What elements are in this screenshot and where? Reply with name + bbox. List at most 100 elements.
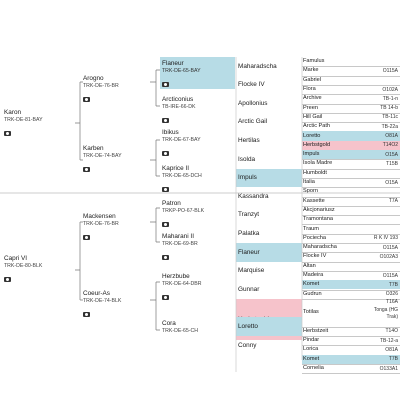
registration-number: O115A: [382, 67, 398, 74]
gen5-horse[interactable]: Kassette T7A: [302, 197, 400, 206]
horse-name: Karben: [83, 145, 104, 152]
gen2-horse[interactable]: Karben TRK-DE-74-BAY: [83, 145, 155, 173]
horse-name: Karon: [4, 109, 22, 116]
gen5-horse[interactable]: Loretto O81A: [302, 131, 400, 141]
gen5-horse[interactable]: Cornelia O133A1: [302, 364, 400, 373]
registration-number: T16A Tonga (HG Trak): [373, 299, 398, 321]
gen5-horse[interactable]: Flocke IV O102A3: [302, 252, 400, 261]
camera-icon[interactable]: [162, 81, 169, 87]
horse-name: Hill Gail: [303, 113, 323, 120]
camera-icon[interactable]: [4, 130, 11, 136]
gen4-horse[interactable]: Tranzyt: [236, 206, 302, 225]
horse-name: Mackensen: [83, 213, 116, 220]
gen5-horse[interactable]: Isola Madre T15B: [302, 159, 400, 168]
camera-icon[interactable]: [162, 117, 169, 123]
camera-icon[interactable]: [162, 221, 169, 227]
horse-name: Arctic Gail: [238, 118, 268, 126]
camera-icon[interactable]: [4, 276, 11, 282]
gen5-horse[interactable]: Arctic Path TB-22a: [302, 122, 400, 131]
gen4-horse[interactable]: Apollonius: [236, 94, 302, 113]
gen4-horse[interactable]: Conny: [236, 336, 302, 355]
gen5-horse[interactable]: Traum: [302, 224, 400, 233]
registration-number: TB-12-a: [379, 337, 398, 344]
horse-name: Italia: [303, 179, 315, 186]
gen5-horse[interactable]: Herbstzeit T14O: [302, 327, 400, 336]
horse-name: Loretto: [303, 132, 321, 139]
gen3-horse[interactable]: Kaprice II TRK-DE-65-DCH: [160, 162, 235, 194]
gen4-horse[interactable]: Flaneur: [236, 243, 302, 262]
gen5-horse[interactable]: Sporn: [302, 187, 400, 196]
horse-name: Flaneur: [238, 248, 260, 256]
horse-name: Gabriel: [303, 76, 322, 83]
row-divider: [302, 289, 400, 291]
gen4-horse[interactable]: Palatka: [236, 224, 302, 243]
gen1-dam[interactable]: Capri VI TRK-DE-80-BLK: [4, 255, 74, 283]
camera-icon[interactable]: [162, 150, 169, 156]
gen5-horse[interactable]: Herbstgold T14O2: [302, 140, 400, 150]
gen3-horse[interactable]: Maharani II TRK-DE-69-BR: [160, 230, 235, 262]
gen4-horse[interactable]: Arctic Gail: [236, 113, 302, 132]
gen5-horse[interactable]: Altan: [302, 262, 400, 271]
gen5-horse[interactable]: Impuls O15A: [302, 150, 400, 160]
gen4-horse[interactable]: Isolda: [236, 150, 302, 169]
gen3-horse[interactable]: Cora TRK-DE-65-CH: [160, 317, 235, 349]
gen5-horse[interactable]: Gudrun O326: [302, 290, 400, 299]
gen5-horse[interactable]: Gabriel: [302, 76, 400, 85]
gen1-sire[interactable]: Karon TRK-DE-81-BAY: [4, 109, 74, 137]
gen4-horse[interactable]: Marquise: [236, 262, 302, 281]
camera-icon[interactable]: [162, 294, 169, 300]
horse-name: Isolda: [238, 155, 256, 163]
gen3-horse[interactable]: Herzbube TRK-DE-64-DBR: [160, 270, 235, 302]
camera-icon[interactable]: [83, 166, 90, 172]
camera-icon[interactable]: [162, 254, 169, 260]
gen2-horse[interactable]: Arogno TRK-DE-76-BR: [83, 75, 155, 103]
row-divider: [302, 187, 400, 189]
camera-icon[interactable]: [83, 311, 90, 317]
row-divider: [302, 159, 400, 161]
gen5-horse[interactable]: Humboldt: [302, 169, 400, 178]
gen5-horse[interactable]: Pociecha R K IV 193: [302, 234, 400, 243]
gen5-horse[interactable]: Hill Gail TB-11c: [302, 113, 400, 122]
gen5-horse[interactable]: Marke O115A: [302, 66, 400, 75]
row-divider: [302, 196, 400, 198]
gen4-horse[interactable]: Impuls: [236, 168, 302, 188]
gen5-horse[interactable]: Preen TB 14-b: [302, 104, 400, 113]
registration-number: O102A: [382, 86, 398, 93]
gen2-horse[interactable]: Coeur-As TRK-DE-74-BLK: [83, 290, 155, 318]
camera-icon[interactable]: [162, 186, 169, 192]
gen5-horse[interactable]: Totilas T16A Tonga (HG Trak): [302, 299, 400, 327]
gen4-horse[interactable]: Loretto: [236, 317, 302, 336]
gen5-horse[interactable]: Lorica O81A: [302, 345, 400, 354]
horse-name: Herzbube: [162, 273, 190, 280]
registration-number: T7B: [388, 356, 398, 363]
horse-name: Patron: [162, 200, 181, 207]
gen4-horse[interactable]: Hertilas: [236, 131, 302, 150]
gen4-horse[interactable]: Kassandra: [236, 187, 302, 206]
gen5-horse[interactable]: Pindar TB-12-a: [302, 336, 400, 345]
gen3-horse[interactable]: Arcticonius TB-IRE-66-DK: [160, 93, 235, 125]
gen5-horse[interactable]: Komet T7B: [302, 280, 400, 290]
gen3-horse[interactable]: Ibikus TRK-DE-67-BAY: [160, 126, 235, 158]
gen5-horse[interactable]: Maharadscha O115A: [302, 243, 400, 252]
gen4-horse[interactable]: Maharadscha: [236, 57, 302, 76]
gen5-horse[interactable]: Tramontana: [302, 215, 400, 224]
gen4-horse[interactable]: Flocke IV: [236, 76, 302, 95]
horse-name: Isola Madre: [303, 160, 333, 167]
gen2-horse[interactable]: Mackensen TRK-DE-76-BR: [83, 213, 155, 241]
gen5-horse[interactable]: Komet T7B: [302, 354, 400, 364]
gen3-horse[interactable]: Flaneur TRK-DE-65-BAY: [160, 57, 235, 89]
horse-name: Flocke IV: [303, 253, 327, 260]
camera-icon[interactable]: [83, 96, 90, 102]
camera-icon[interactable]: [83, 234, 90, 240]
gen5-horse[interactable]: Flora O102A: [302, 85, 400, 94]
row-divider: [302, 233, 400, 235]
registration-number: TB-IRE-66-DK: [162, 103, 196, 110]
gen5-horse[interactable]: Madeira O115A: [302, 271, 400, 280]
gen3-horse[interactable]: Patron TRKP-PO-67-BLK: [160, 197, 235, 229]
gen5-horse[interactable]: Akcjonariusz: [302, 206, 400, 215]
gen5-horse[interactable]: Archive TB-1-n: [302, 94, 400, 103]
gen4-horse[interactable]: Gunnar: [236, 280, 302, 299]
gen5-horse[interactable]: Italia O15A: [302, 178, 400, 187]
gen5-horse[interactable]: Famulus: [302, 57, 400, 66]
